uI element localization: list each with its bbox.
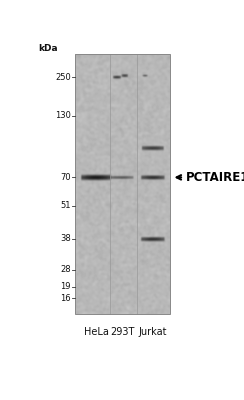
Bar: [75, 54, 170, 314]
Text: 16: 16: [60, 294, 71, 303]
Text: kDa: kDa: [38, 44, 58, 53]
Text: HeLa: HeLa: [84, 327, 109, 337]
Text: 51: 51: [60, 201, 71, 210]
Text: 28: 28: [60, 265, 71, 274]
Text: 293T: 293T: [110, 327, 134, 337]
Text: 38: 38: [60, 234, 71, 244]
Text: 70: 70: [60, 173, 71, 182]
Text: 19: 19: [60, 282, 71, 291]
Text: PCTAIRE1: PCTAIRE1: [185, 171, 244, 184]
Text: 130: 130: [55, 111, 71, 120]
Text: Jurkat: Jurkat: [139, 327, 167, 337]
Text: 250: 250: [55, 73, 71, 82]
